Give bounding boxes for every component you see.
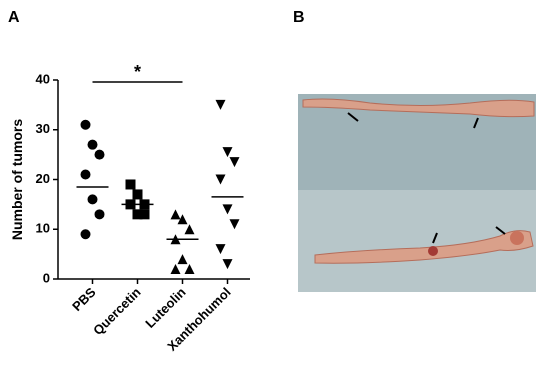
- panel-label: A: [8, 9, 20, 26]
- data-point: [229, 157, 240, 168]
- data-point: [80, 229, 91, 240]
- x-tick-label: Quercetin: [90, 284, 144, 338]
- data-point: [94, 149, 105, 160]
- data-point: [132, 189, 143, 200]
- data-point: [139, 209, 150, 220]
- data-point: [222, 259, 233, 270]
- tumor: [510, 231, 524, 245]
- data-point: [177, 214, 188, 225]
- data-point: [215, 99, 226, 110]
- data-point: [170, 209, 181, 220]
- data-point: [87, 194, 98, 205]
- data-point: [215, 174, 226, 185]
- y-tick-label: 20: [36, 171, 50, 186]
- data-point: [222, 147, 233, 158]
- arrows: [347, 112, 506, 244]
- data-point: [80, 119, 91, 130]
- x-tick-label: PBS: [69, 284, 99, 314]
- data-point: [184, 264, 195, 275]
- data-point: [87, 139, 98, 150]
- data-point: [215, 244, 226, 255]
- data-point: [222, 204, 233, 215]
- tissue: [314, 230, 534, 264]
- data-point: [125, 179, 136, 190]
- y-tick-label: 10: [36, 221, 50, 236]
- y-tick-label: 0: [43, 270, 50, 285]
- y-axis-label: Number of tumors: [9, 119, 25, 241]
- significance-label: *: [134, 62, 141, 82]
- data-point: [184, 224, 195, 235]
- data-point: [229, 219, 240, 230]
- y-tick-label: 40: [36, 71, 50, 86]
- data-point: [94, 209, 105, 220]
- data-point: [170, 264, 181, 275]
- tumor: [428, 246, 438, 256]
- photo: [298, 94, 536, 292]
- data-point: [132, 209, 143, 220]
- data-point: [80, 169, 91, 180]
- panel-label: B: [293, 9, 305, 26]
- y-tick-label: 30: [36, 121, 50, 136]
- x-tick-label: Luteolin: [142, 284, 188, 330]
- tissue: [302, 98, 535, 118]
- data-point: [177, 254, 188, 265]
